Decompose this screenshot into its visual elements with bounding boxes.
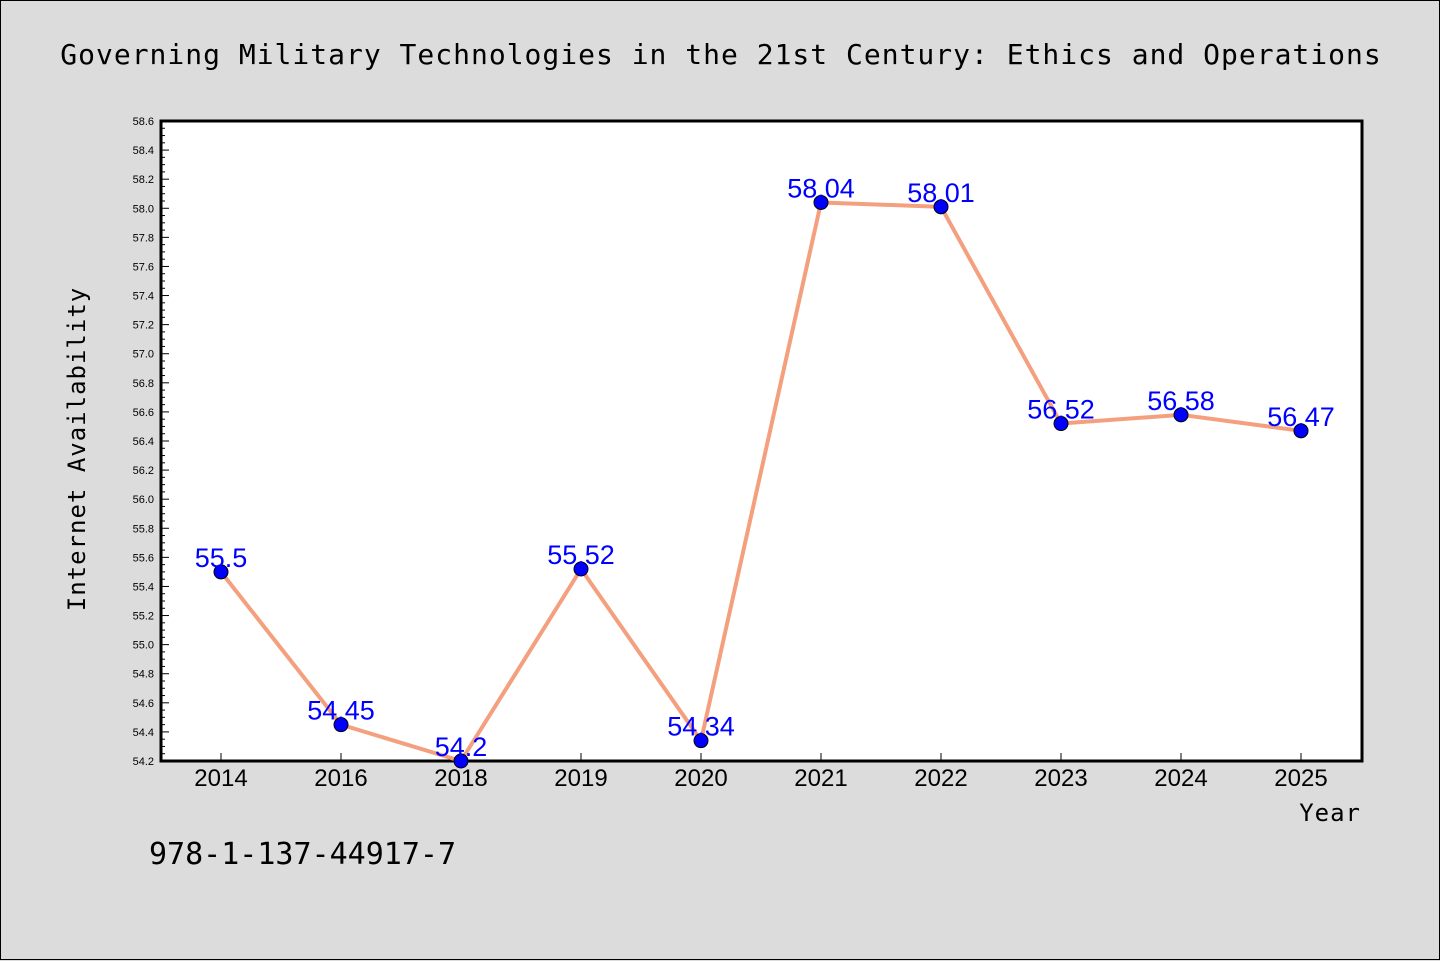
y-tick-label: 54.6 [133,698,154,710]
y-tick-label: 58.6 [133,116,154,128]
y-tick-label: 56.6 [133,407,154,419]
x-axis-label: Year [1299,799,1361,827]
y-axis-label: Internet Availability [63,287,91,611]
x-tick-label: 2019 [554,765,607,792]
data-label: 58.04 [787,173,855,203]
data-point [213,564,229,580]
series-group: 55.5 54.45 54.2 55.52 54.34 58.04 58.01 56.52 56… [195,173,1335,769]
x-tick-label: 2024 [1154,765,1207,792]
chart-title: Governing Military Technologies in the 2… [60,38,1381,71]
y-tick-label: 58.4 [133,145,154,157]
data-label: 54.45 [307,696,375,726]
y-tick-label: 57.2 [133,320,154,332]
x-axis-ticks: 2014 2016 2018 2019 2020 2021 2022 2023 2024 2025 [194,753,1328,792]
data-label: 55.52 [547,540,615,570]
series-line [219,200,1302,763]
y-tick-label: 56.4 [133,436,154,448]
data-label: 56.52 [1027,395,1095,425]
data-point [933,199,949,215]
y-tick-label: 56.2 [133,465,154,477]
data-label: 56.58 [1147,386,1215,416]
y-tick-label: 55.6 [133,552,154,564]
y-tick-label: 54.2 [133,756,154,768]
data-point [693,733,709,749]
y-tick-label: 55.2 [133,611,154,623]
footer-code: 978-1-137-44917-7 [149,837,456,872]
x-tick-label: 2020 [674,765,727,792]
data-point [453,753,469,769]
data-point [813,194,829,210]
y-tick-label: 54.4 [133,727,154,739]
data-label: 56.47 [1267,402,1335,432]
data-label: 55.5 [195,543,248,573]
data-point [1293,423,1309,439]
y-tick-label: 57.0 [133,349,154,361]
x-tick-label: 2021 [794,765,847,792]
x-tick-label: 2016 [314,765,367,792]
data-label: 54.34 [667,712,735,742]
y-tick-label: 56.0 [133,494,154,506]
data-point [333,717,349,733]
x-tick-label: 2025 [1274,765,1327,792]
y-tick-label: 55.4 [133,581,154,593]
x-tick-label: 2014 [194,765,247,792]
data-point [1053,416,1069,432]
data-point [573,561,589,577]
y-tick-label: 55.0 [133,640,154,652]
y-tick-label: 58.0 [133,203,154,215]
y-tick-label: 55.8 [133,523,154,535]
data-label: 58.01 [907,178,975,208]
y-tick-label: 54.8 [133,669,154,681]
y-tick-label: 57.6 [133,261,154,273]
y-tick-label: 58.2 [133,174,154,186]
x-tick-label: 2022 [914,765,967,792]
data-label: 54.2 [435,732,488,762]
x-tick-label: 2018 [434,765,487,792]
y-tick-label: 57.8 [133,232,154,244]
x-tick-label: 2023 [1034,765,1087,792]
data-point [1173,407,1189,423]
plot-area [159,119,1364,763]
y-axis-ticks: 54.2 54.4 54.6 54.8 55.0 55.2 55.4 55.6 55.8 56.0… [133,116,169,768]
y-tick-label: 57.4 [133,291,154,303]
y-tick-label: 56.8 [133,378,154,390]
